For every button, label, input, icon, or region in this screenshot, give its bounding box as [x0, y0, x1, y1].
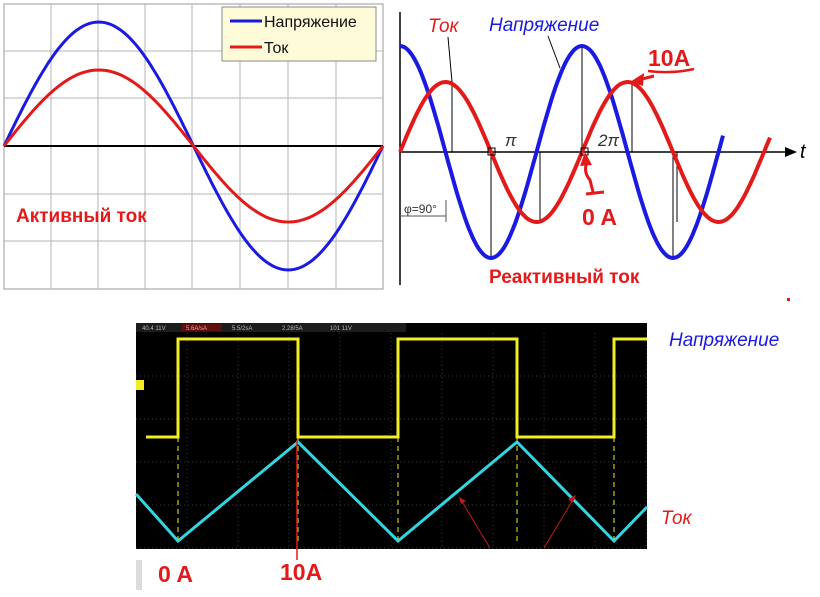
scope-zero-label: 0 A [158, 561, 193, 587]
reactive-drop-lines [451, 46, 678, 258]
legend-box [221, 6, 377, 62]
reactive-voltage-label: Напряжение [489, 15, 599, 36]
reactive-voltage-curve [399, 43, 725, 261]
t-axis-label: t [800, 141, 807, 163]
active-legend: Напряжение Ток [221, 6, 377, 62]
readout-2: 5.6A/sA [186, 326, 207, 332]
voltage-edge-dashes [177, 437, 615, 545]
voltage-leader-line [547, 35, 561, 69]
peak-10a-label: 10A [648, 45, 690, 71]
scope-readouts: 40.4 11V 5.6A/sA 5.5/2sA 2.28/5A 101 11V [142, 324, 352, 332]
current-leader-line [447, 36, 453, 83]
readout-3: 5.5/2sA [232, 326, 252, 332]
annotation-arrow-1 [460, 499, 491, 549]
scope-current-trace [134, 439, 649, 544]
active-current-curve [2, 68, 385, 224]
active-caption: Активный ток [16, 206, 147, 227]
scope-voltage-trace [146, 337, 647, 439]
tick-2pi-label: 2π [597, 131, 619, 150]
annotation-arrow-1-head [459, 497, 466, 504]
readout-4: 2.28/5A [282, 326, 303, 332]
t-axis-arrow [785, 147, 797, 157]
reactive-current-label: Ток [428, 16, 460, 37]
scope-readout-bar [136, 323, 406, 332]
stray-red-dot [787, 298, 790, 301]
annotation-arrow-2-head [568, 495, 576, 503]
active-panel: Напряжение Ток Активный ток [2, 3, 385, 290]
scope-voltage-label: Напряжение [669, 330, 779, 351]
readout-1: 40.4 11V [142, 326, 166, 332]
scope-peak-label: 10A [280, 559, 322, 585]
tick-pi-label: π [505, 131, 517, 150]
zero-arrow-base [585, 190, 605, 196]
peak-underline [647, 67, 695, 74]
tick-pi-marker [487, 147, 496, 156]
readout-5: 101 11V [330, 326, 352, 332]
scope-cut-edge [136, 560, 142, 590]
channel-marker [136, 380, 144, 390]
zero-arrow-head [580, 152, 592, 166]
zero-a-label: 0 A [582, 204, 617, 230]
reactive-panel: t π 2π φ=90° Ток Напряжение 10A 0 A Реак… [398, 12, 807, 301]
scope-panel: 40.4 11V 5.6A/sA 5.5/2sA 2.28/5A 101 11V… [134, 323, 779, 590]
scope-current-label: Ток [661, 508, 693, 529]
zero-arrow-shaft [584, 161, 595, 193]
phase-label: φ=90° [404, 202, 437, 216]
annotation-arrow-2 [543, 497, 575, 549]
scope-grid [136, 333, 647, 549]
legend-voltage-label: Напряжение [264, 14, 357, 31]
peak-arrow-head [630, 73, 644, 86]
reactive-caption: Реактивный ток [489, 267, 640, 288]
active-grid [4, 4, 383, 289]
readout-2-bg [182, 324, 222, 331]
reactive-current-curve [398, 79, 772, 225]
legend-current-label: Ток [264, 40, 289, 57]
